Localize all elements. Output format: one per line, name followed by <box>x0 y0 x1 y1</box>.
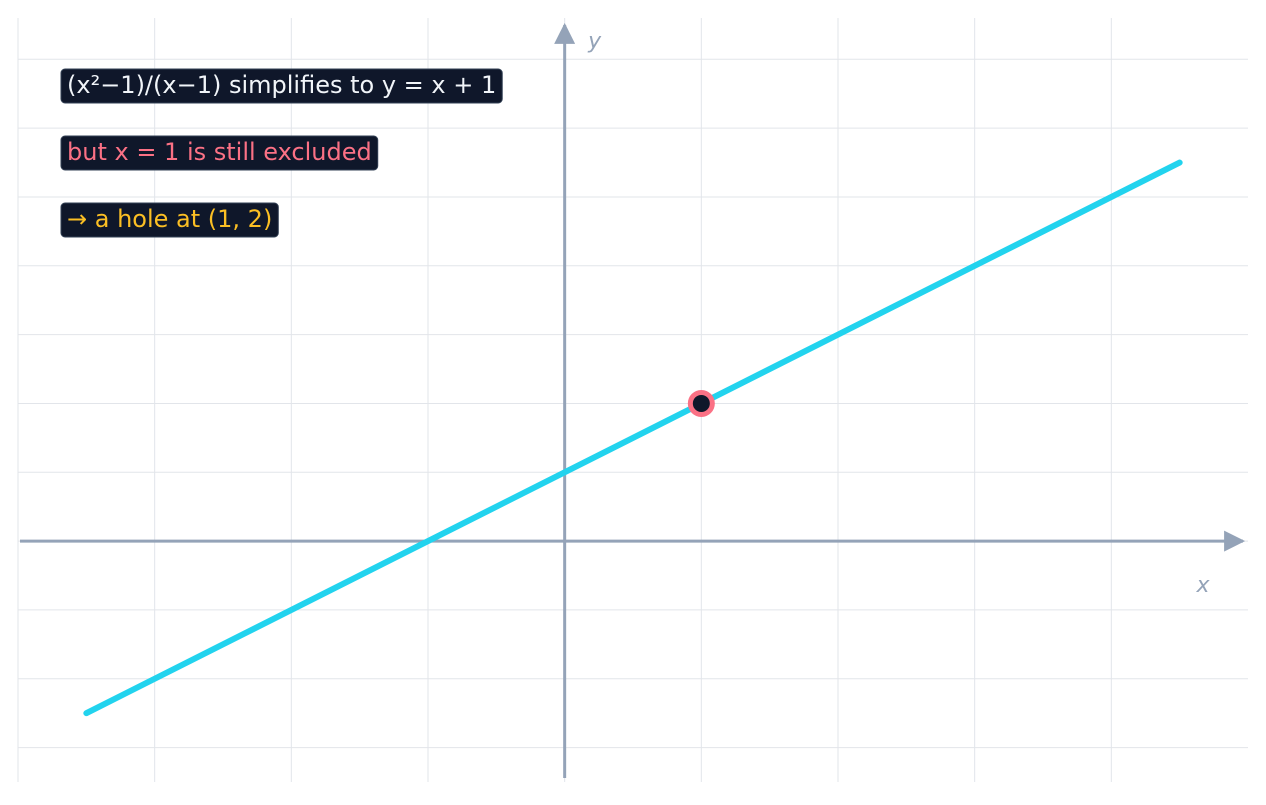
annotation: but x = 1 is still excluded <box>60 135 379 171</box>
annotation-box <box>60 135 379 171</box>
hole-marker <box>687 389 715 417</box>
annotation-text: → a hole at (1, 2) <box>67 205 272 233</box>
annotation: (x²−1)/(x−1) simplifies to y = x + 1 <box>60 68 503 104</box>
annotation-box <box>60 202 279 238</box>
annotation-box <box>60 68 503 104</box>
annotation-text: (x²−1)/(x−1) simplifies to y = x + 1 <box>67 71 496 99</box>
annotation: → a hole at (1, 2) <box>60 202 279 238</box>
annotation-text: but x = 1 is still excluded <box>67 138 372 166</box>
x-axis-label: x <box>1195 573 1210 598</box>
function-line <box>83 159 1183 717</box>
y-axis-label: y <box>587 29 602 54</box>
